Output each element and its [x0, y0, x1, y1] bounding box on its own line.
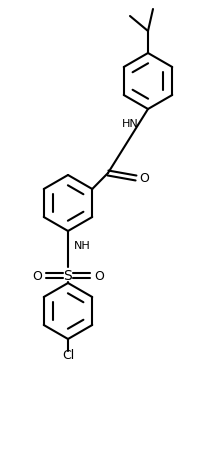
Text: NH: NH	[74, 240, 90, 250]
Text: O: O	[32, 269, 42, 282]
Text: O: O	[94, 269, 104, 282]
Text: O: O	[139, 172, 149, 185]
Text: HN: HN	[122, 119, 138, 129]
Text: S: S	[64, 268, 72, 282]
Text: Cl: Cl	[62, 349, 74, 362]
